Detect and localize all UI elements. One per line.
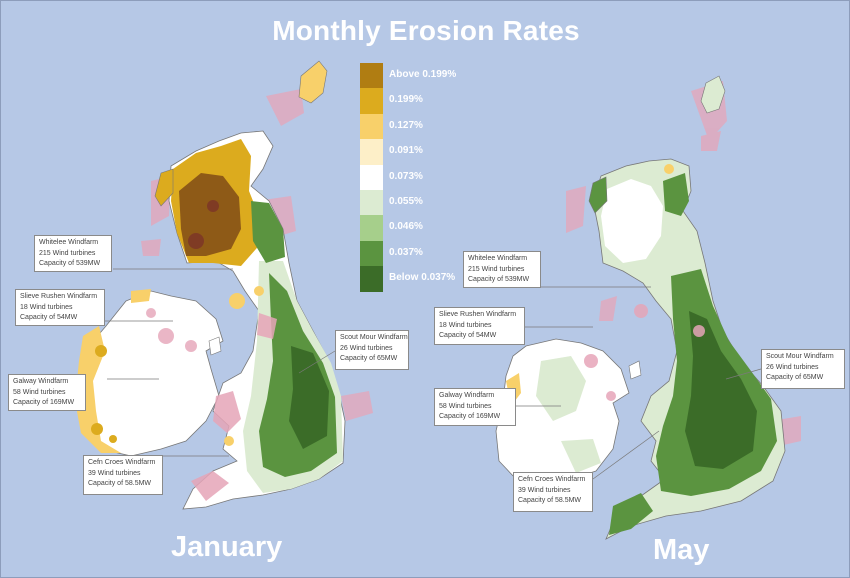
legend-label: 0.091% xyxy=(389,145,423,157)
january-scotland-dark-spots xyxy=(188,200,219,249)
january-england-green-dark xyxy=(289,346,329,449)
legend-label: Below 0.037% xyxy=(389,272,456,284)
legend-item: 0.046% xyxy=(360,215,490,241)
may-uk-pink xyxy=(634,304,705,337)
january-outer-hebrides xyxy=(154,168,174,207)
legend-label: 0.037% xyxy=(389,246,423,258)
may-windfarm-scout-mour: Scout Mour Windfarm 26 Wind turbines Cap… xyxy=(761,349,845,389)
windfarm-name: Scout Mour Windfarm xyxy=(340,334,408,341)
legend-label: 0.127% xyxy=(389,119,423,131)
january-shetland xyxy=(298,60,328,104)
windfarm-name: Cefn Croes Windfarm xyxy=(518,476,586,483)
windfarm-capacity: Capacity of 54MW xyxy=(439,332,497,340)
legend-item: 0.091% xyxy=(360,139,490,165)
may-wales-green xyxy=(609,493,653,535)
may-callout-lines xyxy=(516,286,762,480)
jan-windfarm-slieve-rushen: Slieve Rushen Windfarm 18 Wind turbines … xyxy=(15,289,105,326)
windfarm-name: Cefn Croes Windfarm xyxy=(88,459,156,466)
legend-item: 0.073% xyxy=(360,164,490,190)
january-scotland-green xyxy=(251,201,285,263)
may-england-green-dark xyxy=(685,311,757,469)
windfarm-turbines: 39 Wind turbines xyxy=(88,469,141,477)
may-label: May xyxy=(653,534,710,566)
may-windfarm-whitelee: Whitelee Windfarm 215 Wind turbines Capa… xyxy=(463,251,541,288)
may-windfarm-cefn-croes: Cefn Croes Windfarm 39 Wind turbines Cap… xyxy=(513,472,593,512)
may-ireland-green xyxy=(536,356,601,473)
windfarm-capacity: Capacity of 65MW xyxy=(766,374,824,382)
legend-swatch xyxy=(360,215,383,241)
jan-windfarm-whitelee: Whitelee Windfarm 215 Wind turbines Capa… xyxy=(34,235,112,272)
windfarm-turbines: 26 Wind turbines xyxy=(766,363,819,371)
windfarm-turbines: 215 Wind turbines xyxy=(468,265,525,273)
january-wales-pink xyxy=(191,313,277,501)
legend-label: 0.199% xyxy=(389,94,423,106)
january-callout-lines xyxy=(105,268,336,457)
windfarm-capacity: Capacity of 58.5MW xyxy=(518,497,582,505)
may-scotland-green xyxy=(663,173,689,216)
may-windfarm-galway: Galway Windfarm 58 Wind turbines Capacit… xyxy=(434,388,516,426)
january-label: January xyxy=(171,531,283,563)
windfarm-turbines: 39 Wind turbines xyxy=(518,486,571,494)
legend-item: 0.127% xyxy=(360,113,490,140)
windfarm-capacity: Capacity of 58.5MW xyxy=(88,480,152,488)
windfarm-turbines: 58 Wind turbines xyxy=(439,402,492,410)
legend-swatch xyxy=(360,139,383,165)
legend-label: Above 0.199% xyxy=(389,69,457,80)
jan-windfarm-scout-mour: Scout Mour Windfarm 26 Wind turbines Cap… xyxy=(335,330,409,370)
windfarm-name: Slieve Rushen Windfarm xyxy=(20,293,98,300)
legend-item: 0.055% xyxy=(360,189,490,216)
windfarm-capacity: Capacity of 65MW xyxy=(340,355,398,363)
january-ireland-pink xyxy=(146,308,197,352)
windfarm-turbines: 215 Wind turbines xyxy=(39,249,96,257)
legend-swatch xyxy=(360,266,383,292)
legend-item: 0.037% xyxy=(360,240,490,267)
legend-label: 0.046% xyxy=(389,221,423,233)
legend-item: Below 0.037% xyxy=(360,266,490,292)
may-ireland-pink xyxy=(584,354,616,401)
legend-item: 0.199% xyxy=(360,88,490,114)
windfarm-turbines: 26 Wind turbines xyxy=(340,344,393,352)
windfarm-name: Slieve Rushen Windfarm xyxy=(439,311,517,318)
legend-swatch xyxy=(360,164,383,190)
windfarm-capacity: Capacity of 539MW xyxy=(39,260,101,268)
legend-swatch xyxy=(360,88,383,114)
january-uk-yellow-patches xyxy=(224,286,264,446)
legend-swatch xyxy=(360,189,383,216)
windfarm-capacity: Capacity of 539MW xyxy=(468,276,530,284)
legend: Above 0.199% 0.199% 0.127% 0.091% 0.073% 0.05… xyxy=(360,63,490,292)
windfarm-name: Scout Mour Windfarm xyxy=(766,353,834,360)
legend-item: Above 0.199% xyxy=(360,63,490,89)
january-isle-of-man xyxy=(208,336,222,356)
may-isle-of-man xyxy=(628,360,642,380)
may-scotland-white xyxy=(601,179,663,263)
windfarm-turbines: 18 Wind turbines xyxy=(439,321,492,329)
may-shetland xyxy=(700,75,726,114)
figure-title: Monthly Erosion Rates xyxy=(272,15,580,46)
january-ireland-west-coast xyxy=(75,289,151,453)
windfarm-capacity: Capacity of 169MW xyxy=(439,413,501,421)
legend-swatch xyxy=(360,240,383,267)
may-uk-yellow xyxy=(664,164,674,174)
legend-swatch xyxy=(360,113,383,140)
legend-label: 0.055% xyxy=(389,195,423,207)
january-ireland-hotspots xyxy=(91,345,117,443)
windfarm-turbines: 18 Wind turbines xyxy=(20,303,73,311)
may-windfarm-slieve-rushen: Slieve Rushen Windfarm 18 Wind turbines … xyxy=(434,307,525,345)
windfarm-capacity: Capacity of 169MW xyxy=(13,399,75,407)
jan-windfarm-galway: Galway Windfarm 58 Wind turbines Capacit… xyxy=(8,374,86,411)
windfarm-name: Whitelee Windfarm xyxy=(39,239,99,246)
windfarm-capacity: Capacity of 54MW xyxy=(20,314,78,322)
legend-swatch xyxy=(360,63,383,89)
may-outer-hebrides xyxy=(588,176,608,214)
windfarm-name: Whitelee Windfarm xyxy=(468,255,528,262)
legend-label: 0.073% xyxy=(389,170,423,182)
jan-windfarm-cefn-croes: Cefn Croes Windfarm 39 Wind turbines Cap… xyxy=(83,455,163,495)
windfarm-name: Galway Windfarm xyxy=(13,378,69,385)
windfarm-turbines: 58 Wind turbines xyxy=(13,388,66,396)
windfarm-name: Galway Windfarm xyxy=(439,392,495,399)
